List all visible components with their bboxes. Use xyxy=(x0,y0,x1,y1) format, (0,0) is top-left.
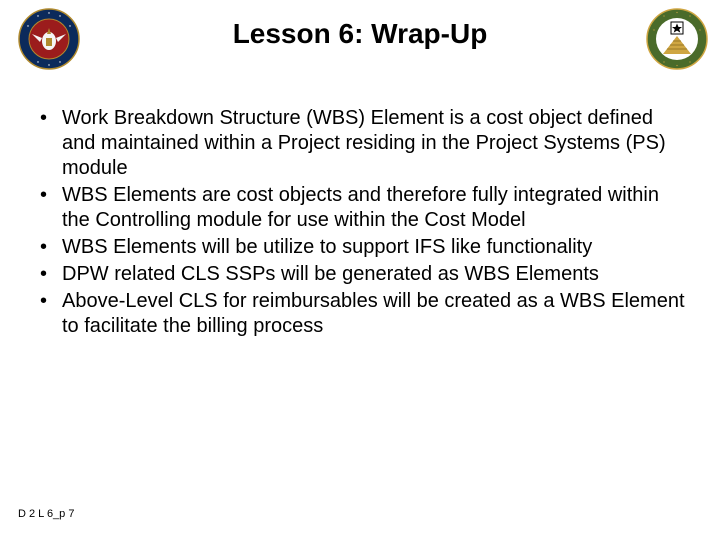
bullet-item: DPW related CLS SSPs will be generated a… xyxy=(34,262,686,287)
slide-title: Lesson 6: Wrap-Up xyxy=(233,18,488,50)
slide-footer: D 2 L 6_p 7 xyxy=(18,508,74,520)
bullet-item: WBS Elements are cost objects and theref… xyxy=(34,183,686,233)
slide-body: Work Breakdown Structure (WBS) Element i… xyxy=(0,58,720,339)
army-seal-left-icon xyxy=(18,8,80,70)
bullet-item: Work Breakdown Structure (WBS) Element i… xyxy=(34,106,686,181)
army-seal-right-icon xyxy=(646,8,708,70)
slide-header: Lesson 6: Wrap-Up xyxy=(0,0,720,58)
bullet-item: WBS Elements will be utilize to support … xyxy=(34,235,686,260)
bullet-list: Work Breakdown Structure (WBS) Element i… xyxy=(34,106,686,339)
bullet-item: Above-Level CLS for reimbursables will b… xyxy=(34,289,686,339)
